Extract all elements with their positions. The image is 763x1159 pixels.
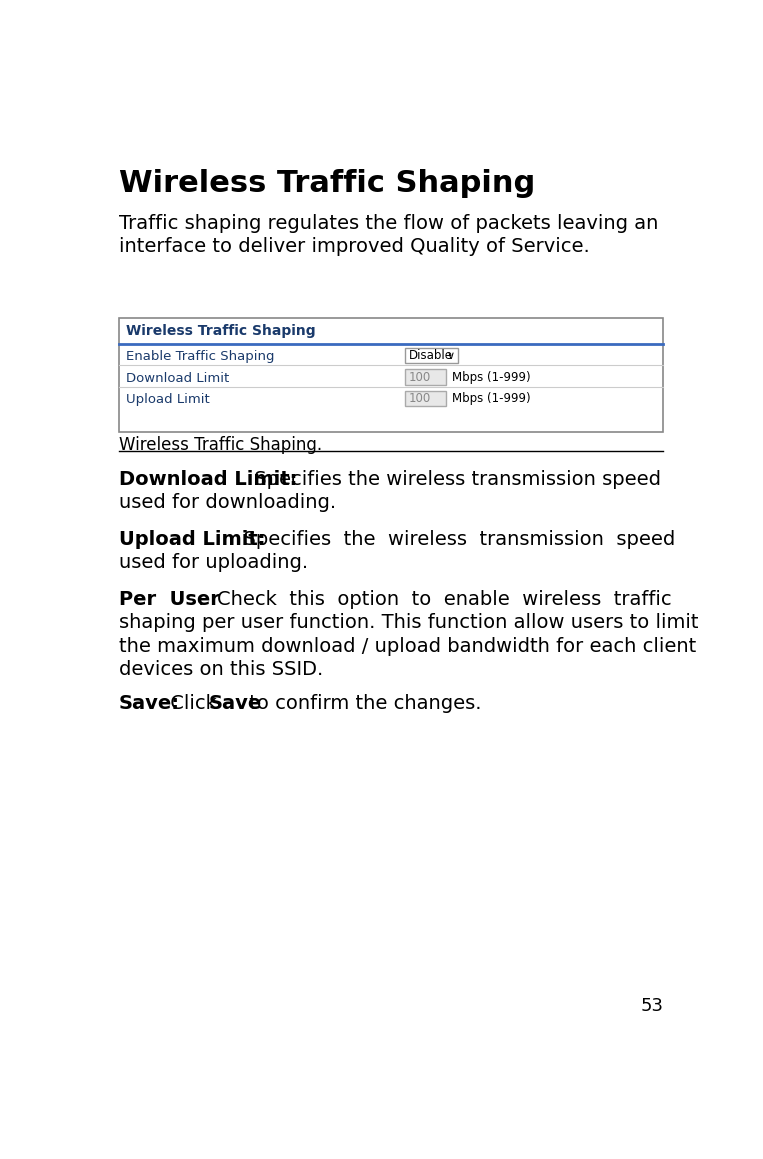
Text: Enable Traffic Shaping: Enable Traffic Shaping [127,350,275,363]
Text: ∨: ∨ [447,351,455,360]
Text: Download Limit: Download Limit [127,372,230,385]
Text: used for downloading.: used for downloading. [118,494,336,512]
Text: Wireless Traffic Shaping: Wireless Traffic Shaping [118,169,535,198]
Text: shaping per user function. This function allow users to limit: shaping per user function. This function… [118,613,698,633]
Bar [118,318,664,431]
Text: Upload Limit: Upload Limit [127,393,210,406]
Bar [405,370,446,385]
Text: Disable: Disable [408,349,452,363]
Text: Download Limit:: Download Limit: [118,471,297,489]
Text: Traffic shaping regulates the flow of packets leaving an: Traffic shaping regulates the flow of pa… [118,213,658,233]
Text: Click: Click [163,694,223,713]
Text: Specifies  the  wireless  transmission  speed: Specifies the wireless transmission spee… [231,530,675,549]
Text: Wireless Traffic Shaping.: Wireless Traffic Shaping. [118,436,322,453]
Text: devices on this SSID.: devices on this SSID. [118,659,323,679]
Bar [405,391,446,407]
Text: used for uploading.: used for uploading. [118,553,307,573]
Text: 53: 53 [640,997,664,1014]
Text: Upload Limit:: Upload Limit: [118,530,265,549]
Text: Per  User: Per User [118,590,220,610]
Bar [405,348,458,363]
Text: Mbps (1-999): Mbps (1-999) [452,393,530,406]
Text: Save:: Save: [118,694,179,713]
Text: Mbps (1-999): Mbps (1-999) [452,371,530,384]
Text: 100: 100 [408,371,431,384]
Text: to confirm the changes.: to confirm the changes. [243,694,481,713]
Text: 100: 100 [408,393,431,406]
Text: the maximum download / upload bandwidth for each client: the maximum download / upload bandwidth … [118,636,696,656]
Text: Save: Save [208,694,262,713]
Text: interface to deliver improved Quality of Service.: interface to deliver improved Quality of… [118,236,589,256]
Text: Specifies the wireless transmission speed: Specifies the wireless transmission spee… [248,471,661,489]
Text: Wireless Traffic Shaping: Wireless Traffic Shaping [127,323,316,338]
Text: :  Check  this  option  to  enable  wireless  traffic: : Check this option to enable wireless t… [198,590,671,610]
